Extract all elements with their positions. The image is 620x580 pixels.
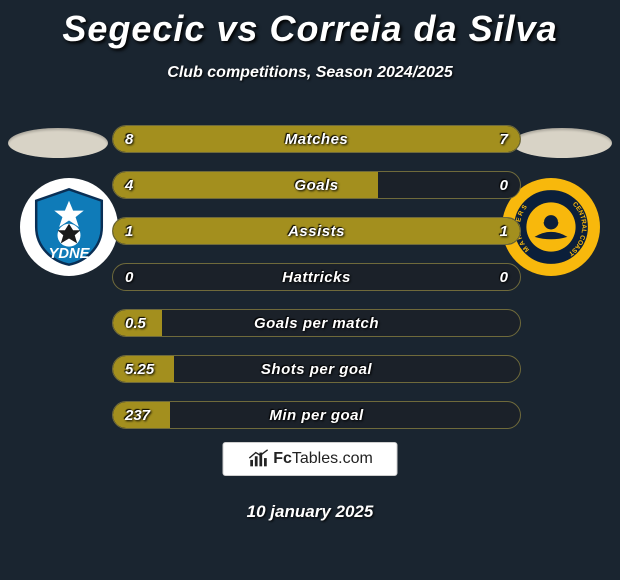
fctables-attribution: FcTables.com [223, 442, 398, 476]
stat-label: Assists [113, 218, 520, 244]
player-left-ellipse [8, 128, 108, 158]
stat-bar: 40Goals [112, 171, 521, 199]
bar-chart-icon [247, 448, 269, 470]
team-badge-left: YDNE [20, 178, 118, 276]
stat-label: Goals per match [113, 310, 520, 336]
stat-bar: 5.25Shots per goal [112, 355, 521, 383]
stat-bar: 00Hattricks [112, 263, 521, 291]
stat-bar: 87Matches [112, 125, 521, 153]
comparison-subtitle: Club competitions, Season 2024/2025 [0, 64, 620, 82]
svg-text:YDNE: YDNE [49, 246, 91, 262]
stat-label: Shots per goal [113, 356, 520, 382]
stat-label: Hattricks [113, 264, 520, 290]
stat-label: Min per goal [113, 402, 520, 428]
stat-label: Goals [113, 172, 520, 198]
stat-bar: 0.5Goals per match [112, 309, 521, 337]
stat-bars: 87Matches 40Goals 11Assists 00Hattricks 0.5G… [112, 125, 521, 447]
stat-bar: 237Min per goal [112, 401, 521, 429]
sydney-fc-crest-icon: YDNE [28, 186, 110, 268]
player-right-ellipse [512, 128, 612, 158]
stat-bar: 11Assists [112, 217, 521, 245]
stat-label: Matches [113, 126, 520, 152]
fctables-text: FcTables.com [273, 450, 373, 468]
generated-date: 10 january 2025 [0, 502, 620, 522]
mariners-crest-icon: CENTRAL COAST M A R I N E R S [510, 186, 592, 268]
comparison-title: Segecic vs Correia da Silva [0, 0, 620, 50]
